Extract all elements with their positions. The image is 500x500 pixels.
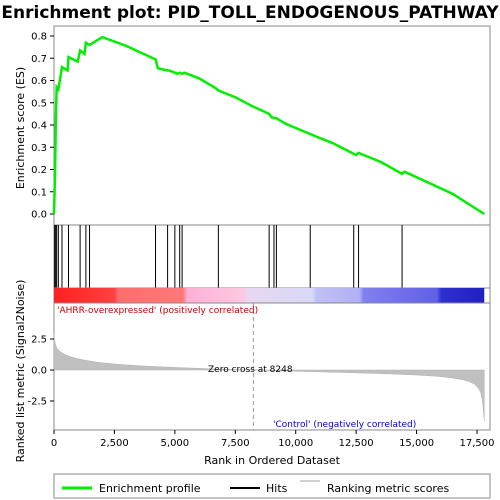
x-tick-label: 10,000 — [278, 438, 313, 449]
enrichment-profile-line — [52, 35, 485, 216]
es-y-tick-label: 0.3 — [31, 143, 47, 154]
x-tick-label: 0 — [51, 438, 57, 449]
x-tick-label: 7,500 — [221, 438, 250, 449]
legend-metric-label: Ranking metric scores — [327, 482, 449, 495]
es-y-tick-label: 0.2 — [31, 165, 47, 176]
x-tick-label: 17,500 — [460, 438, 495, 449]
zero-cross-annotation: Zero cross at 8248 — [208, 365, 293, 375]
negative-annotation: 'Control' (negatively correlated) — [273, 420, 416, 430]
legend-profile-label: Enrichment profile — [99, 482, 201, 495]
x-tick-label: 15,000 — [399, 438, 434, 449]
es-y-tick-label: 0.7 — [31, 54, 47, 65]
x-tick-label: 2,500 — [100, 438, 129, 449]
hits-panel — [53, 224, 491, 289]
positive-annotation: 'AHRR-overexpressed' (positively correla… — [57, 306, 258, 316]
rank-gradient-bar — [54, 288, 485, 303]
metric-y-tick-label: 0.0 — [31, 366, 47, 377]
metric-y-tick-label: 2.5 — [31, 335, 47, 346]
x-tick-label: 5,000 — [161, 438, 190, 449]
es-y-tick-label: 0.0 — [31, 210, 47, 221]
es-y-axis: 0.0 0.1 0.2 0.3 0.4 0.5 0.6 0.7 0.8 — [31, 32, 54, 221]
x-axis-label: Rank in Ordered Dataset — [204, 454, 341, 467]
es-y-tick-label: 0.8 — [31, 32, 47, 43]
metric-x-axis: 0 2,500 5,000 7,500 10,000 12,500 15,000 17,500 — [51, 430, 495, 449]
legend-hits-label: Hits — [266, 482, 288, 495]
es-y-label: Enrichment score (ES) — [14, 67, 27, 189]
ranking-metric-fill — [53, 332, 485, 421]
metric-y-axis: 2.5 0.0 -2.5 — [27, 335, 54, 408]
x-tick-label: 12,500 — [339, 438, 374, 449]
enrichment-profile — [52, 35, 485, 216]
legend — [53, 473, 491, 499]
chart-title: Enrichment plot: PID_TOLL_ENDOGENOUS_PAT… — [1, 3, 499, 23]
es-y-tick-label: 0.1 — [31, 187, 47, 198]
hit-marks — [54, 225, 403, 288]
es-y-tick-label: 0.6 — [31, 76, 47, 87]
ranking-metric-area — [53, 303, 485, 430]
es-y-tick-label: 0.4 — [31, 121, 47, 132]
metric-y-label: Ranked list metric (Signal2Noise) — [14, 280, 27, 463]
metric-y-tick-label: -2.5 — [27, 397, 47, 408]
es-plot-area — [53, 25, 491, 226]
es-y-tick-label: 0.5 — [31, 98, 47, 109]
